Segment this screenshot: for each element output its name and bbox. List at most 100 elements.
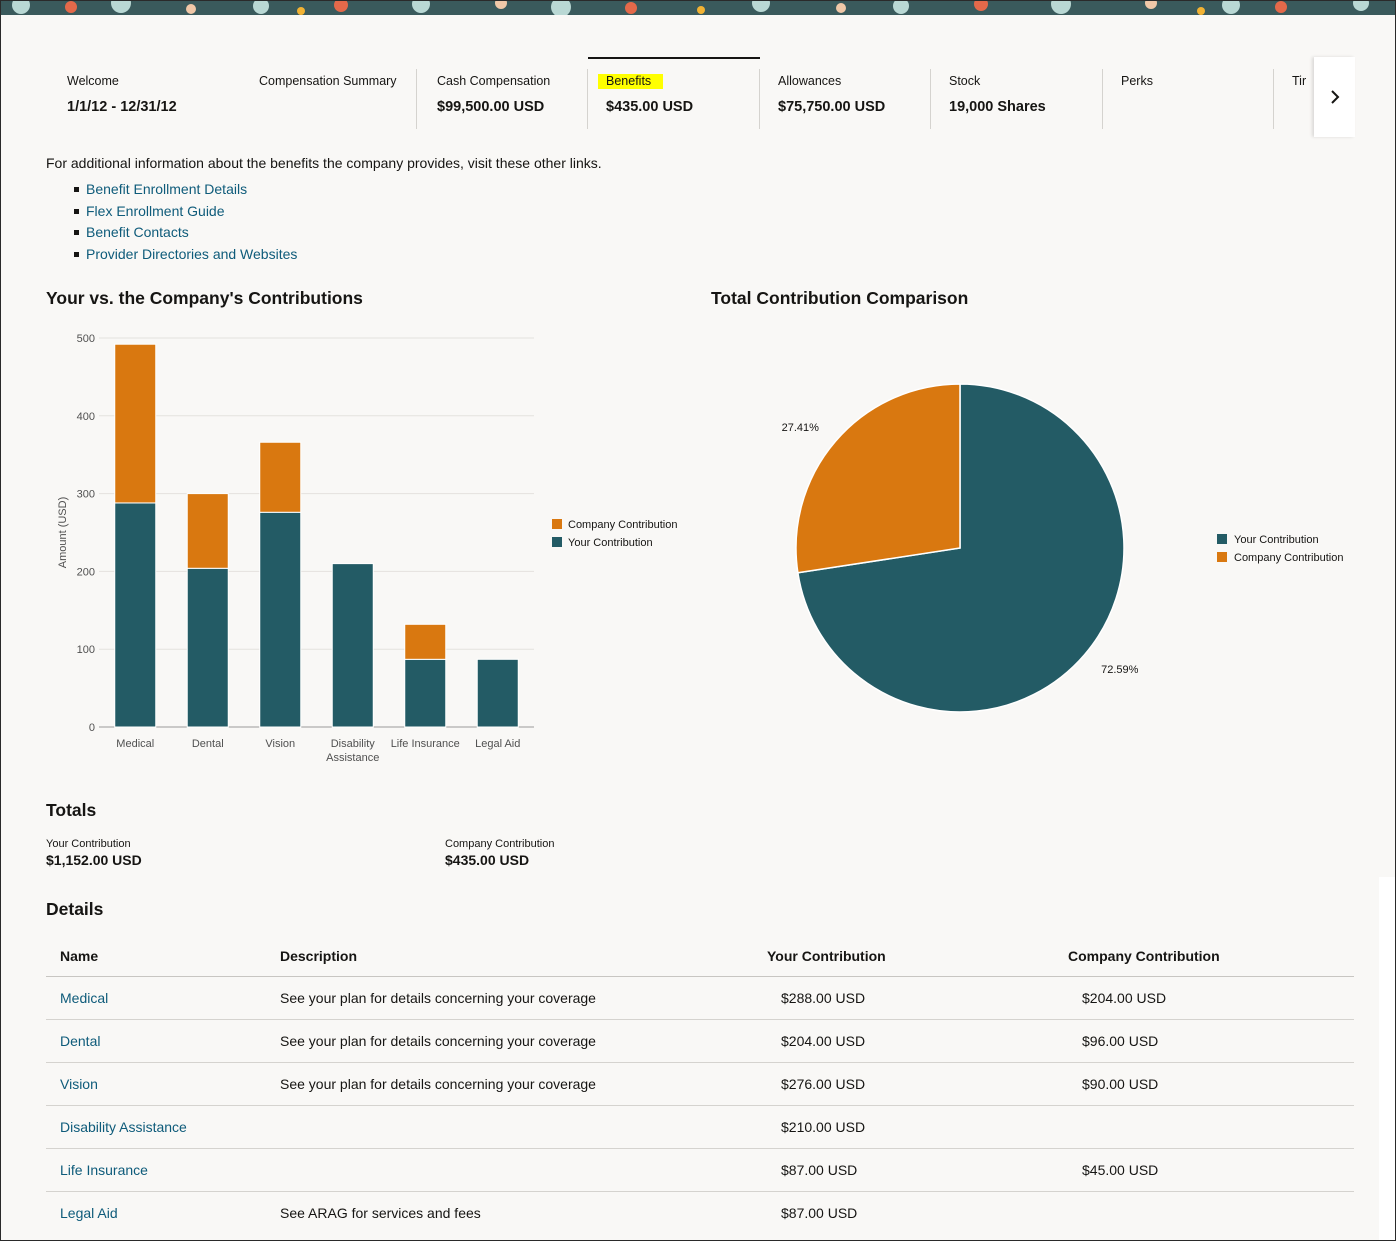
tab-benefits[interactable]: Benefits $435.00 USD [588, 57, 760, 129]
tab-divider [587, 69, 588, 129]
y-tick-label: 0 [89, 722, 95, 734]
provider-directories-link[interactable]: Provider Directories and Websites [86, 245, 298, 262]
bar-segment [114, 502, 157, 728]
pie-slice [797, 383, 1125, 713]
pie-chart-title: Total Contribution Comparison [711, 288, 969, 308]
list-item: Benefit Enrollment Details [73, 181, 297, 203]
bar-segment [259, 511, 302, 728]
row-your-contribution: $87.00 USD [781, 1162, 858, 1178]
total-company-label: Company Contribution [445, 838, 555, 850]
decorative-banner [1, 1, 1395, 15]
row-company-contribution: $96.00 USD [1082, 1033, 1159, 1049]
column-header-name: Name [60, 948, 99, 964]
tab-value: $435.00 USD [606, 99, 694, 115]
list-item: Provider Directories and Websites [73, 245, 298, 268]
list-item: Benefit Contacts [73, 224, 297, 246]
tab-label: Benefits [598, 74, 664, 89]
row-name-link[interactable]: Disability Assistance [60, 1119, 187, 1135]
total-your-label: Your Contribution [46, 838, 131, 850]
tab-label: Welcome [67, 74, 119, 88]
column-header-company-contribution: Company Contribution [1068, 948, 1220, 964]
legend-swatch [552, 537, 562, 547]
total-your-value: $1,152.00 USD [46, 852, 142, 868]
tab-allowances[interactable]: Allowances $75,750.00 USD [760, 57, 931, 129]
y-tick-label: 400 [77, 411, 95, 423]
chevron-right-icon [1330, 90, 1339, 104]
row-company-contribution: $45.00 USD [1082, 1162, 1159, 1178]
bar-segment [186, 567, 229, 728]
y-tick-label: 300 [77, 489, 95, 501]
bar-segment [404, 658, 447, 728]
row-name-link[interactable]: Dental [60, 1033, 101, 1049]
page-edge [1379, 877, 1395, 1240]
bar-segment [331, 563, 374, 728]
pie-slice-label: 72.59% [1101, 664, 1139, 676]
row-your-contribution: $276.00 USD [781, 1076, 866, 1092]
x-tick-label: Disability [331, 738, 376, 750]
row-company-contribution: $90.00 USD [1082, 1076, 1159, 1092]
tab-divider [1102, 69, 1103, 129]
tab-divider [1273, 69, 1274, 129]
legend-label: Company Contribution [1234, 552, 1343, 564]
tabs-next-button[interactable] [1314, 57, 1355, 137]
tab-compensation-summary[interactable]: Compensation Summary [241, 57, 417, 129]
bar-segment [114, 343, 157, 504]
tab-value: 1/1/12 - 12/31/12 [67, 99, 177, 115]
tab-cash-compensation[interactable]: Cash Compensation $99,500.00 USD [419, 57, 588, 129]
legend-swatch [552, 519, 562, 529]
table-row: Legal Aid See ARAG for services and fees… [46, 1192, 1354, 1235]
total-company-value: $435.00 USD [445, 852, 530, 868]
row-your-contribution: $210.00 USD [781, 1119, 866, 1135]
x-tick-label: Medical [116, 738, 154, 750]
row-your-contribution: $87.00 USD [781, 1205, 858, 1221]
tab-label: Stock [949, 74, 981, 88]
tab-time[interactable]: Tir [1274, 57, 1315, 127]
bar-chart-title: Your vs. the Company's Contributions [46, 288, 363, 308]
tab-value: 19,000 Shares [949, 99, 1046, 115]
tab-value: $99,500.00 USD [437, 99, 545, 115]
row-description: See ARAG for services and fees [280, 1205, 481, 1221]
x-tick-label: Assistance [326, 752, 379, 764]
tab-label: Cash Compensation [437, 74, 551, 88]
totals-heading: Totals [46, 800, 97, 820]
tab-label: Allowances [778, 74, 842, 88]
row-your-contribution: $288.00 USD [781, 990, 866, 1006]
details-heading: Details [46, 899, 104, 919]
details-table: Name Description Your Contribution Compa… [46, 935, 1354, 1235]
row-name-link[interactable]: Vision [60, 1076, 98, 1092]
row-description: See your plan for details concerning you… [280, 990, 596, 1006]
benefit-contacts-link[interactable]: Benefit Contacts [86, 224, 189, 241]
row-company-contribution: $204.00 USD [1082, 990, 1167, 1006]
y-tick-label: 200 [77, 566, 95, 578]
legend-label: Company Contribution [568, 519, 677, 531]
tab-label: Tir [1292, 74, 1307, 88]
tab-label: Compensation Summary [259, 74, 397, 88]
row-your-contribution: $204.00 USD [781, 1033, 866, 1049]
column-header-description: Description [280, 948, 358, 964]
table-row: Disability Assistance $210.00 USD [46, 1106, 1354, 1149]
x-tick-label: Life Insurance [391, 738, 460, 750]
y-tick-label: 500 [77, 333, 95, 345]
table-row: Medical See your plan for details concer… [46, 977, 1354, 1020]
row-name-link[interactable]: Legal Aid [60, 1205, 118, 1221]
table-row: Dental See your plan for details concern… [46, 1020, 1354, 1063]
pie-slice [795, 383, 961, 574]
legend-label: Your Contribution [568, 537, 653, 549]
flex-enrollment-guide-link[interactable]: Flex Enrollment Guide [86, 202, 225, 219]
row-name-link[interactable]: Medical [60, 990, 109, 1006]
column-header-your-contribution: Your Contribution [767, 948, 886, 964]
row-name-link[interactable]: Life Insurance [60, 1162, 148, 1178]
list-item: Flex Enrollment Guide [73, 202, 297, 225]
benefit-enrollment-details-link[interactable]: Benefit Enrollment Details [86, 181, 248, 197]
bar-segment [186, 493, 229, 569]
compensation-tabs: Welcome 1/1/12 - 12/31/12 Compensation S… [49, 57, 1315, 129]
tab-welcome[interactable]: Welcome 1/1/12 - 12/31/12 [49, 57, 244, 127]
tab-stock[interactable]: Stock 19,000 Shares [931, 57, 1103, 129]
tab-perks[interactable]: Perks [1103, 57, 1274, 129]
y-axis-label: Amount (USD) [57, 497, 69, 569]
row-description: See your plan for details concerning you… [280, 1033, 596, 1049]
pie-slice-label: 27.41% [782, 422, 820, 434]
legend-swatch [1217, 534, 1227, 544]
legend-label: Your Contribution [1234, 534, 1319, 546]
tab-label: Perks [1121, 74, 1153, 88]
